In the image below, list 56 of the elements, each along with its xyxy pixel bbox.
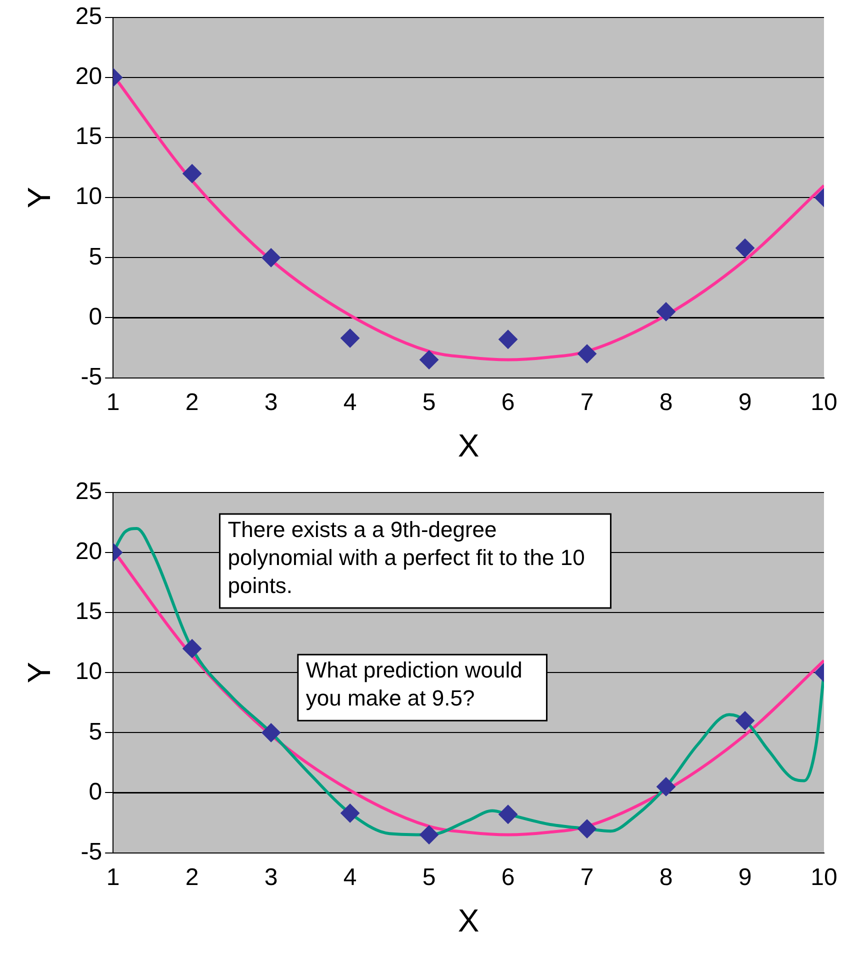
point [420, 350, 439, 370]
y-tick-label: 5 [88, 718, 102, 746]
x-tick-label: 1 [106, 864, 120, 891]
y-tick-label: -5 [80, 363, 102, 390]
point [578, 344, 597, 364]
x-tick-label: 10 [810, 388, 838, 416]
point [262, 248, 281, 268]
point [420, 825, 439, 844]
y-tick-label: 10 [75, 183, 102, 210]
x-axis-title: X [458, 902, 480, 939]
point [182, 639, 202, 658]
point [736, 238, 755, 258]
x-tick-label: 2 [185, 864, 199, 891]
y-tick-label: 25 [75, 3, 102, 30]
x-tick-label: 3 [264, 864, 278, 891]
x-tick-label: 5 [422, 388, 436, 416]
point [498, 330, 518, 349]
x-tick-label: 4 [343, 388, 357, 416]
x-tick-label: 1 [106, 388, 120, 416]
point [736, 711, 755, 730]
point [578, 819, 597, 838]
x-tick-label: 10 [810, 864, 838, 891]
x-tick-label: 9 [738, 864, 752, 891]
y-tick-label: 15 [75, 598, 102, 626]
x-tick-label: 9 [738, 388, 752, 416]
x-axis-title: X [458, 428, 480, 464]
x-tick-label: 5 [422, 864, 436, 891]
y-tick-label: -5 [80, 838, 102, 866]
point [340, 328, 360, 348]
y-tick-label: 5 [88, 243, 102, 270]
y-tick-label: 0 [88, 778, 102, 806]
y-tick-label: 20 [75, 63, 102, 90]
x-tick-label: 8 [659, 864, 673, 891]
point [340, 804, 360, 823]
y-tick-label: 10 [75, 658, 102, 686]
annotation: What prediction would you make at 9.5? [306, 658, 522, 711]
point [656, 302, 676, 322]
x-tick-label: 3 [264, 388, 278, 416]
x-tick-label: 7 [580, 864, 594, 891]
x-tick-label: 7 [580, 388, 594, 416]
x-tick-label: 2 [185, 388, 199, 416]
y-axis-title: Y [21, 662, 58, 684]
point [656, 777, 676, 796]
x-tick-label: 6 [501, 864, 515, 891]
y-axis-title: Y [21, 186, 58, 208]
x-tick-label: 8 [659, 388, 673, 416]
annotation: There exists a a 9th-degree polynomial with a perfect fit to the 10 points. [228, 517, 585, 598]
x-tick-label: 6 [501, 388, 515, 416]
point [262, 723, 281, 742]
y-tick-label: 15 [75, 123, 102, 150]
y-tick-label: 0 [88, 303, 102, 330]
x-tick-label: 4 [343, 864, 357, 891]
point [182, 164, 202, 184]
point [498, 804, 518, 824]
y-tick-label: 25 [75, 478, 102, 506]
y-tick-label: 20 [75, 538, 102, 566]
